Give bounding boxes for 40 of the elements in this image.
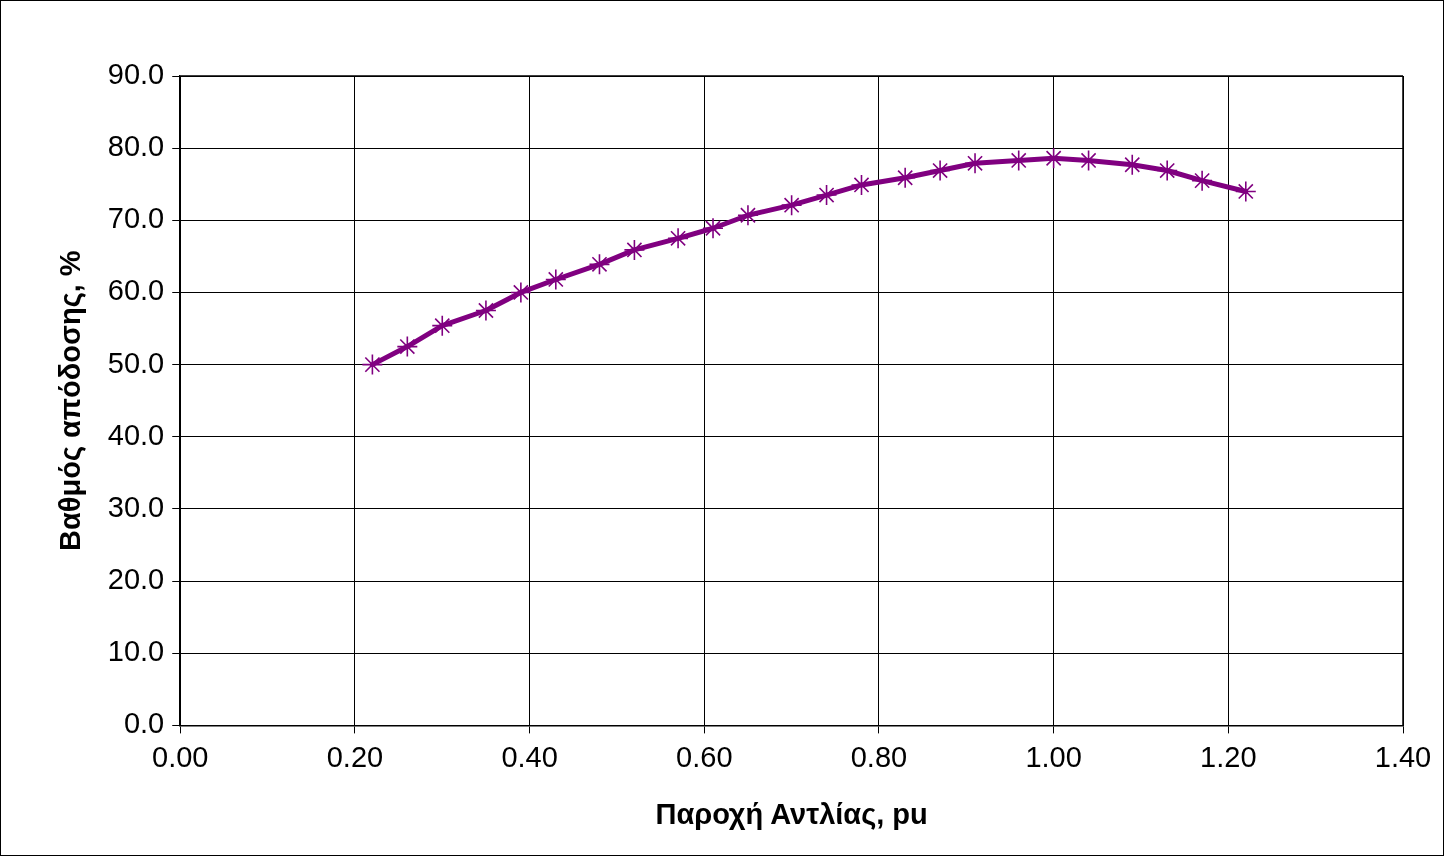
x-tick-label: 0.80	[850, 740, 908, 773]
x-axis-title: Παροχή Αντλίας, pu	[655, 797, 928, 830]
x-tick-label: 1.40	[1374, 740, 1432, 773]
point	[1234, 180, 1257, 203]
point	[475, 299, 497, 322]
y-tick-label: 70.0	[107, 202, 165, 235]
y-tick-label: 0.0	[123, 707, 165, 740]
point	[623, 239, 646, 261]
x-tick-label: 0.40	[501, 740, 558, 773]
x-tick-label: 1.00	[1025, 740, 1082, 773]
x-tick-label: 0.00	[152, 740, 209, 773]
point	[431, 314, 454, 337]
point	[667, 227, 689, 250]
x-tick-label: 1.20	[1200, 740, 1257, 773]
point	[545, 268, 567, 291]
point	[1191, 169, 1213, 192]
point	[702, 217, 724, 240]
point	[850, 174, 873, 196]
y-tick-label: 30.0	[107, 490, 165, 523]
y-tick-label: 50.0	[107, 346, 165, 379]
point	[815, 184, 838, 206]
y-tick-label: 90.0	[107, 58, 165, 90]
point	[929, 159, 951, 182]
y-tick-label: 40.0	[107, 418, 165, 451]
point	[396, 335, 419, 358]
point	[737, 204, 759, 227]
point	[894, 166, 916, 189]
point	[1156, 159, 1178, 182]
point	[588, 253, 611, 276]
y-tick-label: 60.0	[107, 274, 165, 307]
point	[361, 353, 384, 376]
point	[780, 194, 803, 216]
y-tick-label: 80.0	[107, 130, 165, 163]
y-tick-label: 20.0	[107, 563, 165, 596]
point	[964, 152, 986, 175]
y-axis-title: Βαθμός απόδοσης, %	[54, 250, 87, 552]
x-tick-label: 0.60	[676, 740, 733, 773]
point	[510, 281, 532, 304]
y-tick-label: 10.0	[107, 635, 165, 668]
x-tick-label: 0.20	[326, 740, 384, 773]
